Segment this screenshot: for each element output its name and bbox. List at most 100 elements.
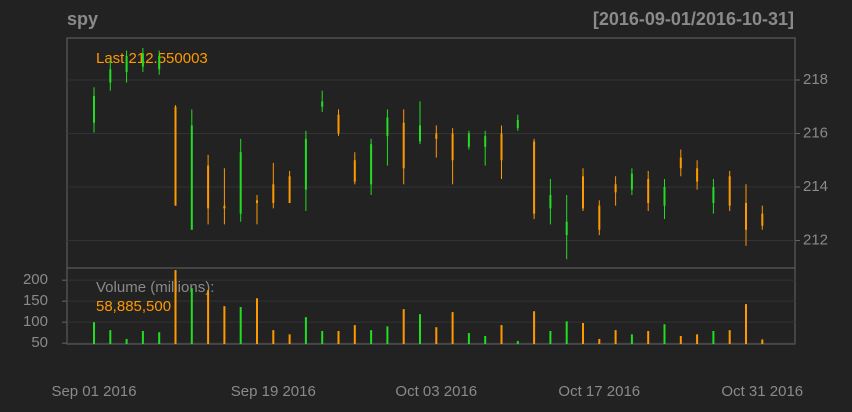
chart-title: spy: [67, 9, 98, 29]
volume-bar: [451, 312, 454, 344]
candle-body: [174, 106, 177, 206]
volume-bar: [370, 330, 373, 344]
volume-bar: [647, 330, 650, 344]
volume-last-label: 58,885,500: [96, 298, 171, 315]
volume-bar: [549, 330, 552, 344]
candle-body: [712, 186, 715, 204]
volume-bar: [582, 323, 584, 344]
candle-body: [484, 136, 487, 147]
candle-body: [158, 55, 161, 70]
volume-bar: [353, 325, 356, 344]
candle-body: [223, 205, 226, 209]
x-tick-label: Sep 19 2016: [231, 383, 316, 400]
x-tick-label: Oct 17 2016: [558, 383, 640, 400]
candle-body: [256, 200, 258, 204]
candle-body: [728, 176, 731, 206]
volume-bar: [402, 309, 405, 344]
volume-bar: [109, 330, 112, 344]
candle-body: [190, 125, 193, 230]
candle-body: [565, 221, 568, 236]
volume-bar: [761, 339, 764, 344]
volume-bar: [533, 311, 536, 344]
volume-bar: [272, 330, 275, 344]
y-tick-label: 50: [31, 334, 48, 351]
candle-body: [614, 184, 617, 193]
y-tick-label: 100: [23, 313, 48, 330]
candle-body: [288, 176, 291, 204]
candle-body: [304, 138, 307, 190]
candle-body: [647, 178, 650, 204]
candle-body: [141, 53, 144, 67]
volume-bar: [125, 338, 128, 344]
y-tick-label: 150: [23, 292, 48, 309]
candle-body: [337, 114, 340, 134]
volume-bar: [190, 288, 193, 344]
volume-bar: [223, 306, 226, 344]
volume-bar: [728, 330, 731, 344]
candle-body: [207, 165, 210, 209]
volume-bar: [174, 270, 177, 344]
volume-bar: [288, 334, 291, 344]
volume-panel: [66, 267, 796, 345]
volume-bar: [712, 330, 715, 344]
candle-body: [549, 194, 552, 209]
candle-body: [125, 55, 128, 72]
volume-label: Volume (millions):: [96, 279, 214, 296]
x-tick-label: Sep 01 2016: [51, 383, 136, 400]
candle-body: [370, 144, 373, 185]
y-tick-label: 216: [803, 124, 828, 141]
candle-body: [761, 213, 764, 226]
volume-bar: [207, 290, 210, 344]
volume-bar: [565, 321, 568, 344]
x-tick-label: Oct 03 2016: [395, 383, 477, 400]
candle-body: [321, 101, 324, 107]
y-tick-label: 212: [803, 231, 828, 248]
volume-bar: [467, 333, 470, 344]
volume-bar: [93, 322, 95, 344]
last-label: Last 212.550003: [96, 50, 208, 67]
volume-bar: [321, 330, 324, 344]
y-tick-label: 200: [23, 271, 48, 288]
volume-bar: [696, 334, 699, 344]
volume-bar: [516, 341, 519, 344]
candle-body: [451, 133, 454, 161]
volume-bar: [679, 336, 682, 344]
volume-bar: [386, 326, 389, 344]
date-range: [2016-09-01/2016-10-31]: [593, 9, 794, 29]
candle-body: [109, 69, 112, 83]
volume-bar: [630, 334, 633, 344]
volume-bar: [745, 304, 747, 344]
candle-body: [630, 173, 633, 190]
candle-body: [467, 133, 470, 147]
candle-body: [93, 96, 95, 123]
candle-body: [582, 176, 584, 209]
candle-body: [402, 122, 405, 169]
volume-bar: [141, 330, 144, 344]
volume-bar: [484, 336, 487, 344]
volume-bar: [337, 330, 340, 344]
volume-bar: [435, 327, 438, 344]
volume-bar: [598, 338, 601, 344]
y-tick-label: 214: [803, 178, 828, 195]
candle-body: [679, 157, 682, 169]
candle-body: [745, 203, 747, 230]
candle-body: [500, 133, 503, 161]
candle-body: [419, 125, 421, 142]
volume-bar: [500, 325, 503, 344]
candle-body: [663, 186, 666, 206]
candle-body: [516, 120, 519, 129]
candle-body: [598, 205, 601, 230]
candle-body: [239, 152, 242, 214]
volume-bar: [158, 332, 161, 344]
candle-body: [435, 133, 438, 139]
candle-body: [272, 184, 275, 204]
volume-bar: [663, 324, 666, 344]
candle-body: [696, 168, 699, 182]
candle-body: [533, 141, 536, 214]
candle-body: [353, 160, 356, 182]
y-tick-label: 218: [803, 71, 828, 88]
x-tick-label: Oct 31 2016: [721, 383, 803, 400]
volume-bar: [256, 298, 258, 344]
volume-bar: [419, 314, 421, 344]
